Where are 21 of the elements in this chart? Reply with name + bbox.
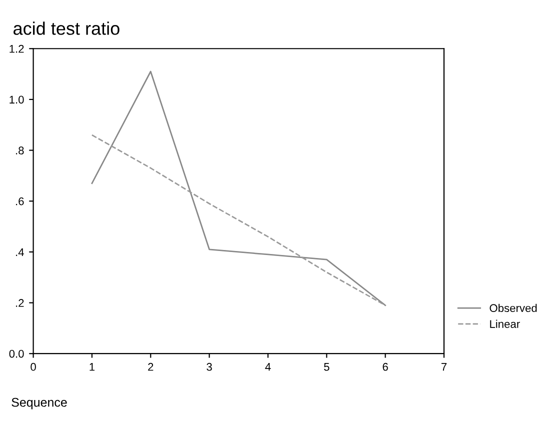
legend-label: Observed <box>490 304 537 312</box>
y-tick-label: .4 <box>16 248 24 256</box>
line-series <box>91 134 386 306</box>
x-tick-label: 7 <box>441 363 447 371</box>
y-tick-label: .6 <box>16 197 24 206</box>
line-series <box>91 70 386 306</box>
x-tick-label: 4 <box>265 363 271 371</box>
y-tick-label: 1.2 <box>10 44 24 53</box>
x-tick-label: 6 <box>382 362 388 371</box>
legend-label: Linear <box>490 320 520 328</box>
y-tick-label: 1.0 <box>10 96 24 104</box>
x-tick-label: 0 <box>30 362 36 371</box>
y-tick-label: .8 <box>16 146 24 154</box>
x-tick-label: 3 <box>206 362 212 371</box>
x-tick-label: 1 <box>90 363 95 371</box>
y-tick-label: .2 <box>16 299 24 307</box>
x-tick-label: 2 <box>148 362 154 371</box>
chart-title: acid test ratio <box>14 22 120 35</box>
y-tick-label: 0.0 <box>9 350 24 358</box>
x-tick-label: 5 <box>324 363 330 371</box>
x-axis-title: Sequence <box>12 398 67 410</box>
